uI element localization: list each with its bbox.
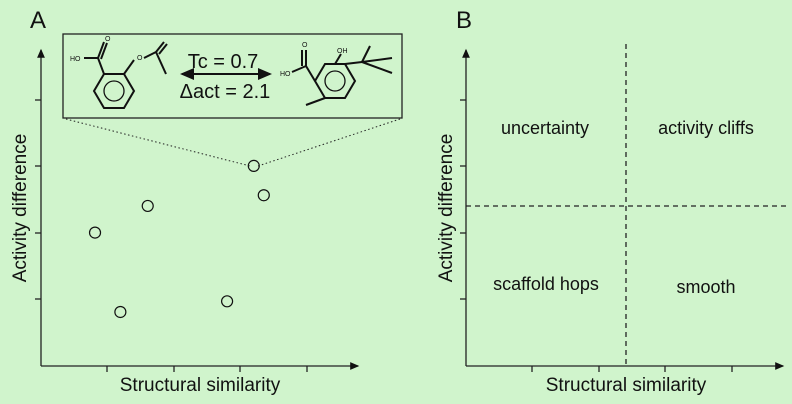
atom-oh-right: OH [337, 48, 348, 55]
atom-ho-right: HO [280, 71, 291, 78]
quadrant-smooth: smooth [676, 277, 735, 297]
data-point-4 [220, 295, 234, 308]
quadrant-uncertainty: uncertainty [501, 118, 589, 138]
delta-act-label: Δact = 2.1 [180, 81, 271, 103]
panel-b-axes [460, 44, 786, 372]
y-ticks [35, 99, 41, 300]
data-point-5 [247, 159, 260, 172]
zoom-line-left [65, 118, 251, 167]
panel-b-xlabel: Structural similarity [546, 375, 707, 396]
atom-o-carbonyl: O [105, 36, 111, 43]
data-point-2 [114, 305, 127, 319]
panel-b-ylabel: Activity difference [436, 134, 457, 283]
data-point-1 [88, 226, 102, 239]
x-ticks [531, 366, 733, 372]
zoom-line-right [257, 118, 401, 167]
atom-o-ester: O [137, 55, 143, 62]
atom-o-right: O [302, 42, 308, 49]
inset-box: HO O O Tc = 0.7 Δact = 2.1 HO O OH [62, 33, 403, 119]
atom-ho-left: HO [70, 56, 81, 63]
molecule-left [84, 41, 168, 109]
y-ticks [460, 99, 466, 300]
panel-b-label: B [456, 7, 472, 34]
panel-a-axes [35, 48, 360, 372]
panel-a-xlabel: Structural similarity [120, 375, 281, 396]
panel-a-ylabel: Activity difference [10, 134, 31, 283]
tc-label: Tc = 0.7 [188, 51, 259, 73]
molecule-right [291, 45, 393, 106]
data-point-6 [257, 189, 270, 202]
quadrant-activity-cliffs: activity cliffs [658, 118, 754, 138]
quadrant-scaffold-hops: scaffold hops [493, 274, 599, 294]
data-point-3 [141, 199, 154, 213]
scatter-points [88, 159, 270, 319]
x-ticks [106, 366, 308, 372]
panel-a-label: A [30, 7, 46, 34]
